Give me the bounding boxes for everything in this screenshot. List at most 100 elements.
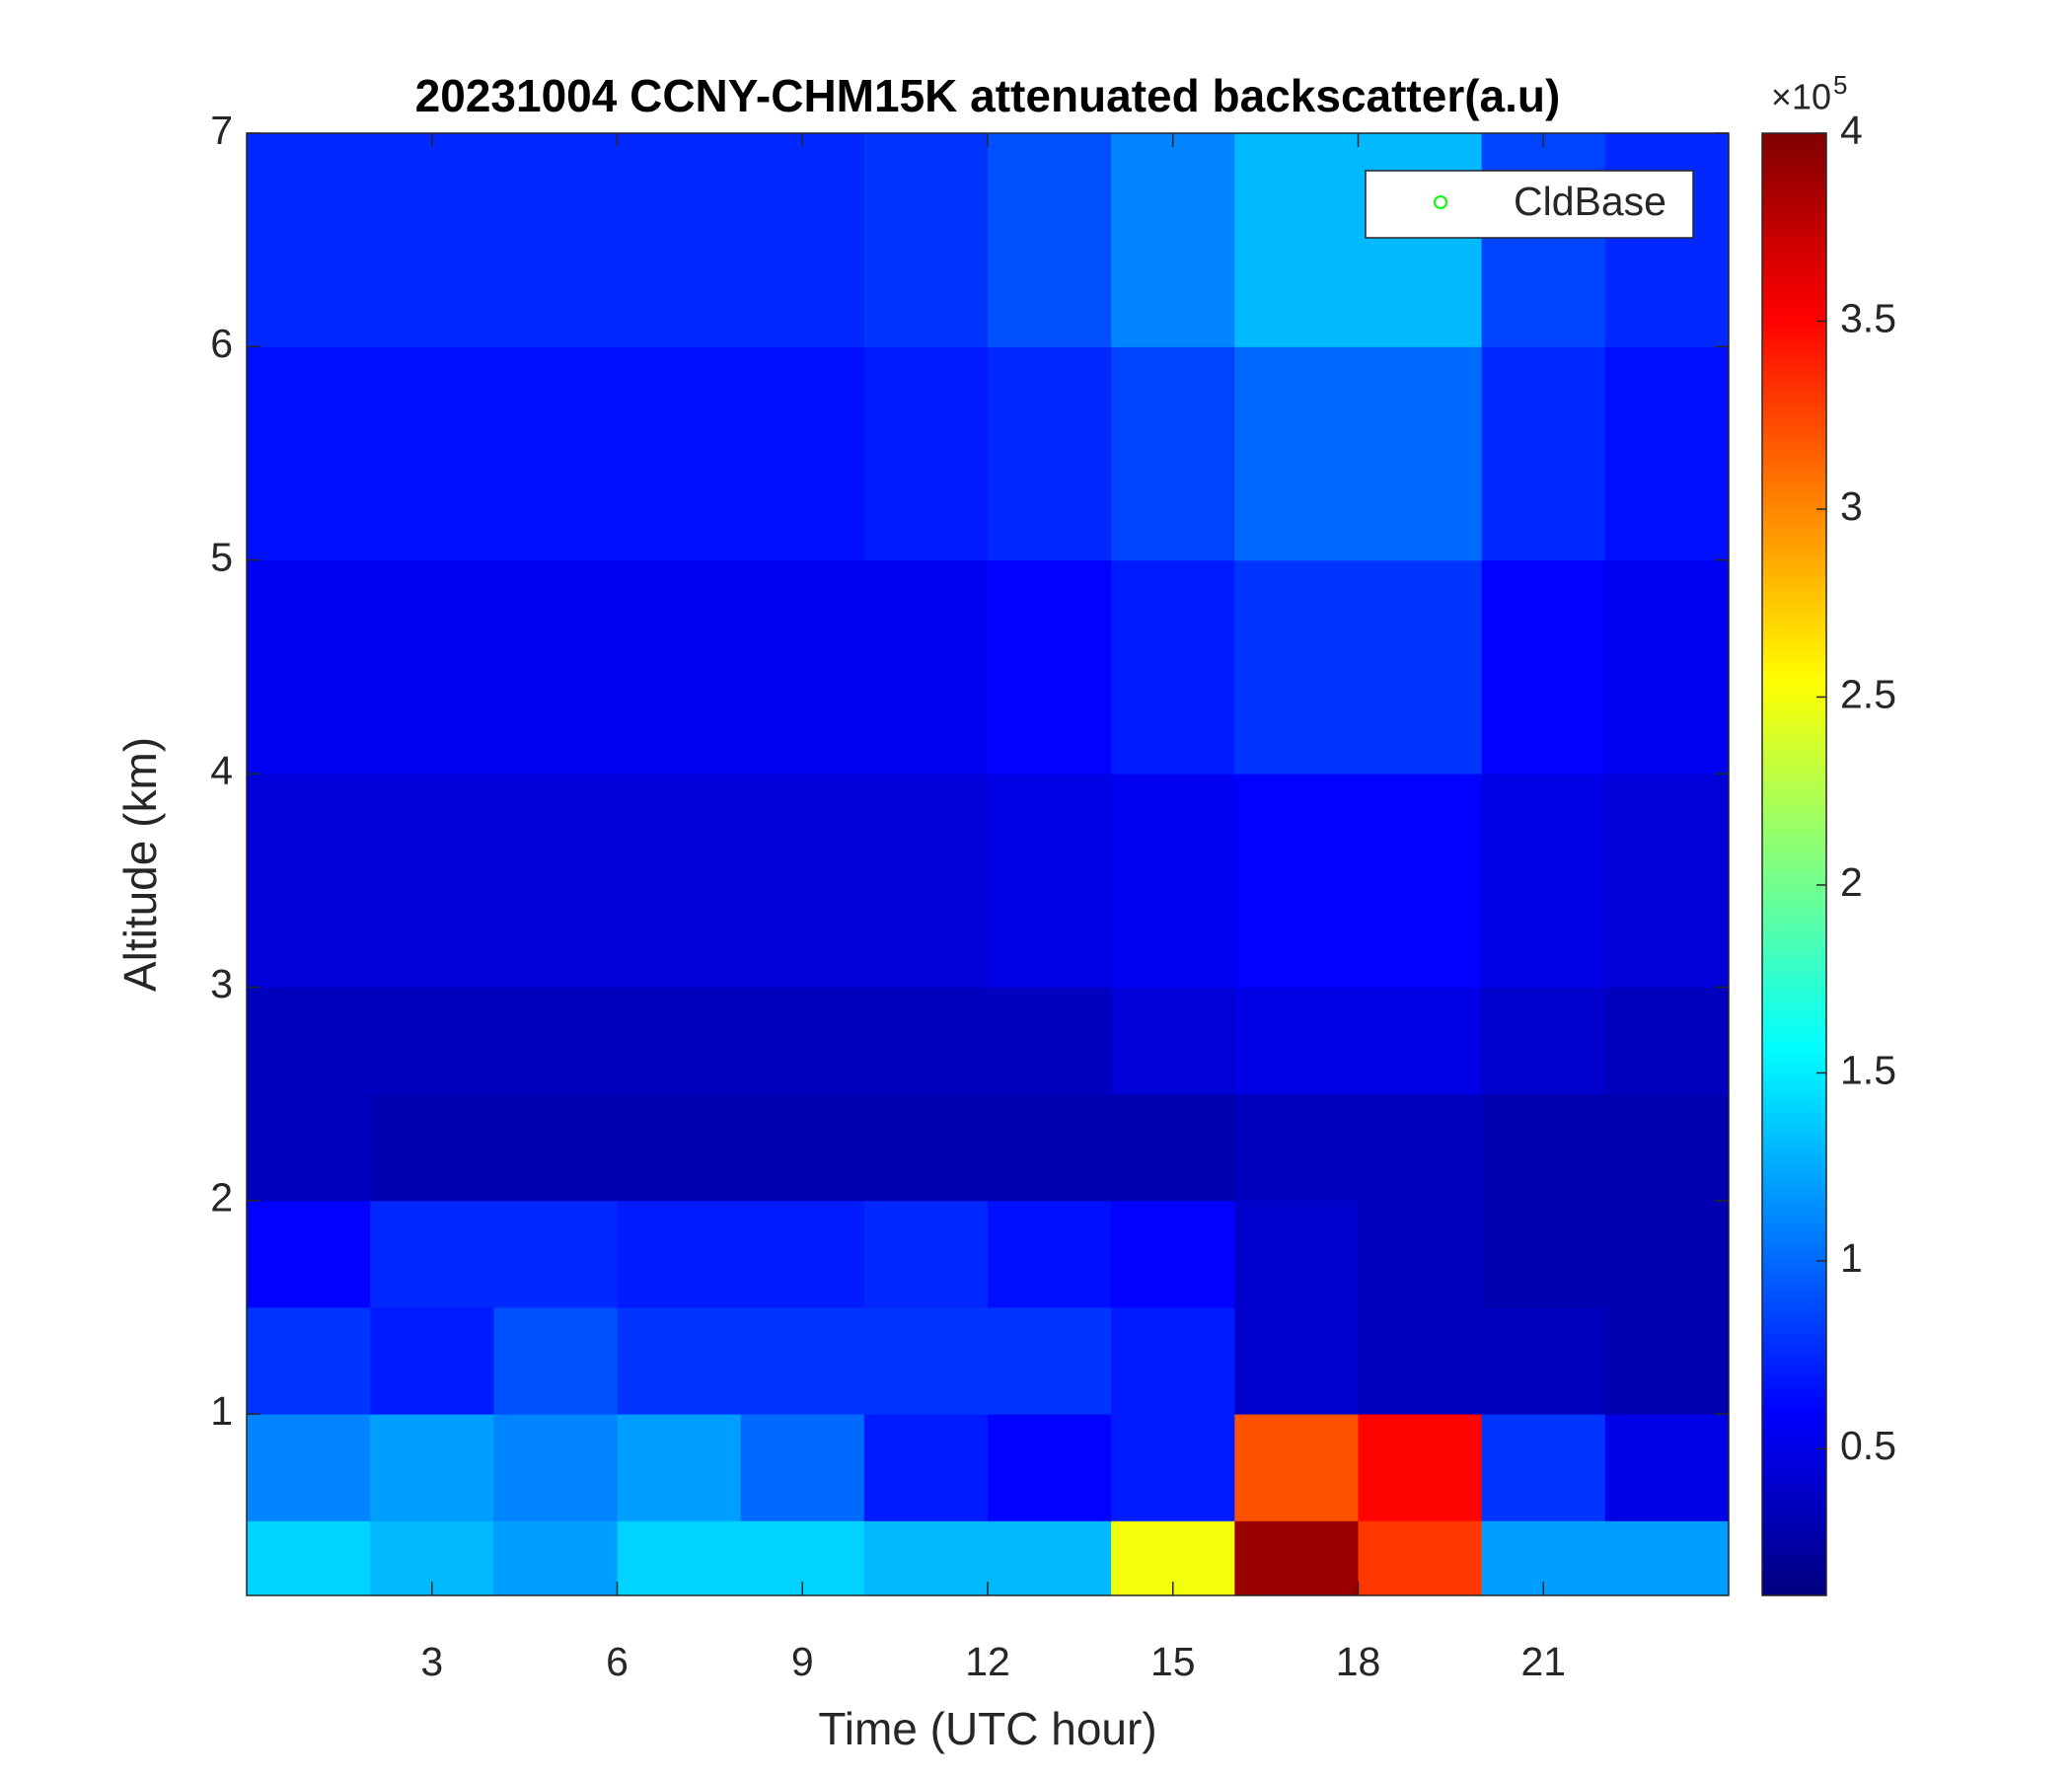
colorbar-tick-label: 4 [1840,108,1863,153]
heatmap-cell [988,559,1112,775]
heatmap-cell [988,1414,1112,1521]
heatmap-cell [1604,1520,1730,1596]
heatmap-cell [1234,133,1359,347]
legend-box [1365,170,1694,239]
heatmap-cell [740,1414,865,1521]
heatmap-cell [1604,774,1730,988]
heatmap-cell [863,987,989,1095]
heatmap-cell [617,1093,742,1202]
heatmap-cell [493,1093,618,1202]
heatmap-cell [1111,559,1235,775]
heatmap-cell [493,1200,618,1308]
heatmap-cell [1358,559,1483,775]
y-tick-label: 5 [210,535,233,580]
heatmap-cell [1111,1414,1235,1521]
heatmap-cell [740,1306,865,1415]
heatmap-cell [988,987,1112,1095]
heatmap-cell [370,774,494,988]
x-tick-label: 3 [420,1639,443,1684]
heatmap-cell [740,1200,865,1308]
heatmap-cell [988,346,1112,561]
heatmap-cell [1111,1093,1235,1202]
heatmap-cell [1234,1200,1359,1308]
heatmap-cell [1111,1306,1235,1415]
heatmap-cell [740,559,865,775]
heatmap-cell [617,987,742,1095]
colorbar-tick-label: 1.5 [1840,1047,1896,1092]
heatmap-cell [1111,346,1235,561]
heatmap-cell [247,987,371,1095]
colorbar-tick-label: 3 [1840,483,1863,529]
heatmap-cell [1481,774,1606,988]
heatmap-cell [1604,559,1730,775]
heatmap-cell [247,1200,371,1308]
heatmap-cell [1604,987,1730,1095]
heatmap-cell [740,774,865,988]
heatmap-cell [370,1200,494,1308]
y-tick-label: 3 [210,961,233,1006]
heatmap-cell [863,1414,989,1521]
heatmap-cell [617,774,742,988]
y-tick-label: 4 [210,748,233,793]
colorbar-tick-label: 1 [1840,1235,1863,1281]
heatmap-cell [863,133,989,347]
heatmap-cell [1481,1414,1606,1521]
heatmap-cell [863,1093,989,1202]
heatmap-cell [1358,1200,1483,1308]
heatmap-cell [1234,346,1359,561]
heatmap-cell [863,1200,989,1308]
heatmap-cell [1358,133,1483,347]
heatmap-cell [1111,1200,1235,1308]
heatmap-cell [1234,774,1359,988]
heatmap-cell [1234,987,1359,1095]
heatmap-cell [740,987,865,1095]
heatmap-cell [370,987,494,1095]
heatmap-cell [740,1093,865,1202]
heatmap-cell [247,346,371,561]
heatmap-cell [617,1414,742,1521]
heatmap-cell [1604,346,1730,561]
x-axis-label: Time (UTC hour) [818,1703,1156,1754]
heatmap-cell [1234,1093,1359,1202]
heatmap-cell [370,559,494,775]
x-tick-label: 18 [1336,1639,1381,1684]
heatmap-cell [988,774,1112,988]
heatmap [247,133,1730,1596]
heatmap-cell [1481,559,1606,775]
colorbar-exponent: 5 [1833,70,1847,100]
heatmap-cell [1234,1520,1359,1596]
colorbar-tick-label: 0.5 [1840,1423,1896,1468]
heatmap-cell [247,774,371,988]
x-tick-label: 15 [1150,1639,1196,1684]
heatmap-cell [988,1520,1112,1596]
heatmap-cell [1234,1414,1359,1521]
heatmap-cell [988,133,1112,347]
heatmap-cell [493,133,618,347]
heatmap-cell [1604,133,1730,347]
heatmap-cell [863,1306,989,1415]
colorbar-tick-label: 2.5 [1840,671,1896,716]
heatmap-cell [863,1520,989,1596]
heatmap-cell [247,1306,371,1415]
heatmap-cell [617,1306,742,1415]
heatmap-cell [1604,1200,1730,1308]
heatmap-cell [1358,774,1483,988]
x-tick-label: 9 [791,1639,814,1684]
y-tick-label: 1 [210,1388,233,1434]
heatmap-cell [1358,346,1483,561]
heatmap-cell [1481,133,1606,347]
heatmap-cell [493,1306,618,1415]
heatmap-cell [1481,346,1606,561]
heatmap-cell [370,1093,494,1202]
x-tick-label: 12 [965,1639,1010,1684]
heatmap-cell [1481,1093,1606,1202]
heatmap-cell [863,346,989,561]
heatmap-cell [1481,987,1606,1095]
heatmap-cell [1358,987,1483,1095]
legend-marker [1434,195,1447,209]
y-axis-label: Altitude (km) [114,737,166,992]
y-tick-label: 7 [210,108,233,153]
colorbar-multiplier: ×10 [1771,77,1831,117]
colorbar-tick-label: 2 [1840,859,1863,905]
